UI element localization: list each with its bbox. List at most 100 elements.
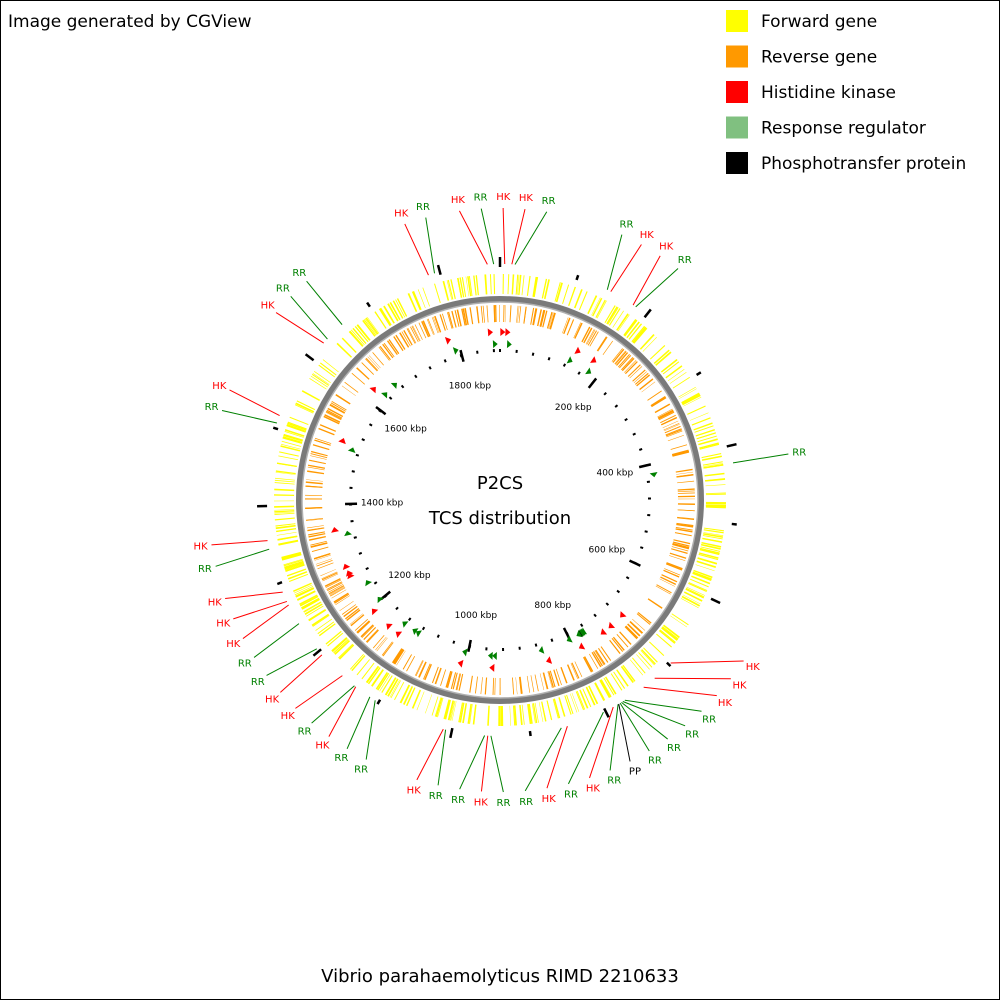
gene bbox=[588, 685, 599, 705]
gene bbox=[555, 282, 563, 303]
gene bbox=[526, 275, 531, 296]
gene bbox=[530, 307, 535, 325]
gene bbox=[526, 675, 531, 693]
gene bbox=[669, 372, 687, 384]
gene bbox=[434, 697, 442, 717]
gene bbox=[281, 552, 302, 559]
inner-tick bbox=[562, 363, 567, 367]
gene bbox=[363, 319, 377, 336]
gene bbox=[674, 532, 692, 537]
gene bbox=[330, 587, 346, 597]
gene bbox=[695, 429, 716, 437]
gene bbox=[624, 626, 638, 640]
inner-tick bbox=[368, 423, 373, 427]
gene bbox=[393, 336, 404, 352]
gene bbox=[628, 323, 643, 340]
gene bbox=[306, 518, 324, 522]
gene bbox=[640, 334, 655, 350]
gene bbox=[310, 453, 328, 459]
gene bbox=[375, 672, 388, 690]
callout-label: RR bbox=[497, 798, 511, 809]
gene bbox=[310, 455, 327, 460]
outer-tick bbox=[666, 661, 672, 667]
gene bbox=[558, 697, 566, 717]
gene bbox=[688, 582, 708, 591]
gene bbox=[502, 274, 504, 295]
gene bbox=[450, 279, 456, 300]
gene bbox=[450, 672, 457, 689]
gene bbox=[546, 311, 553, 329]
gene bbox=[351, 655, 366, 672]
gene bbox=[647, 390, 662, 401]
gene bbox=[277, 536, 298, 541]
feature-arrow bbox=[395, 631, 403, 638]
gene bbox=[679, 388, 697, 399]
gene bbox=[495, 305, 497, 323]
gene bbox=[549, 670, 556, 688]
gene bbox=[405, 687, 416, 707]
feature-arrow bbox=[506, 340, 512, 349]
gene bbox=[443, 699, 451, 720]
callout-line bbox=[211, 540, 268, 546]
gene bbox=[582, 688, 592, 708]
gene bbox=[312, 373, 330, 385]
callout-line bbox=[275, 312, 324, 344]
kbp-tick bbox=[587, 377, 598, 389]
gene bbox=[541, 278, 548, 299]
gene bbox=[610, 673, 623, 691]
gene bbox=[305, 494, 323, 496]
gene bbox=[447, 311, 454, 329]
gene bbox=[641, 381, 656, 393]
gene bbox=[512, 705, 516, 726]
callout-label: RR bbox=[198, 564, 212, 575]
gene bbox=[416, 691, 425, 711]
outer-tick bbox=[695, 371, 702, 376]
callout-line bbox=[229, 389, 280, 417]
gene bbox=[573, 289, 583, 309]
gene bbox=[335, 394, 351, 405]
gene bbox=[543, 279, 550, 300]
callout-line bbox=[346, 696, 371, 749]
gene bbox=[566, 694, 574, 715]
outer-tick bbox=[643, 308, 652, 319]
gene bbox=[484, 274, 488, 295]
callout-label: RR bbox=[702, 714, 716, 725]
inner-tick bbox=[365, 566, 369, 571]
gene bbox=[361, 662, 375, 680]
gene bbox=[662, 626, 679, 640]
gene bbox=[361, 625, 375, 638]
outer-tick bbox=[731, 522, 737, 526]
gene bbox=[532, 703, 538, 724]
gene bbox=[321, 572, 338, 581]
feature-arrow bbox=[390, 382, 398, 389]
gene bbox=[331, 589, 347, 599]
gene bbox=[393, 648, 404, 664]
gene bbox=[662, 361, 680, 375]
callout-label: RR bbox=[276, 284, 290, 295]
gene bbox=[487, 705, 490, 726]
gene bbox=[598, 648, 609, 663]
gene bbox=[468, 276, 473, 296]
gene bbox=[274, 510, 295, 513]
gene bbox=[331, 637, 348, 652]
gene bbox=[474, 676, 478, 694]
feature-arrow bbox=[386, 623, 393, 631]
gene bbox=[504, 305, 506, 323]
gene bbox=[636, 613, 651, 625]
gene bbox=[328, 585, 345, 595]
gene bbox=[318, 364, 336, 378]
gene bbox=[294, 404, 314, 414]
gene bbox=[403, 330, 413, 346]
gene bbox=[307, 470, 325, 475]
inner-tick bbox=[534, 643, 538, 647]
gene bbox=[587, 330, 598, 346]
gene bbox=[311, 546, 329, 552]
gene bbox=[583, 656, 593, 673]
gene bbox=[333, 592, 349, 603]
gene bbox=[607, 307, 619, 325]
gene bbox=[534, 674, 539, 692]
gene bbox=[425, 694, 433, 714]
gene bbox=[704, 527, 724, 532]
gene bbox=[701, 455, 722, 461]
gene bbox=[537, 309, 542, 327]
